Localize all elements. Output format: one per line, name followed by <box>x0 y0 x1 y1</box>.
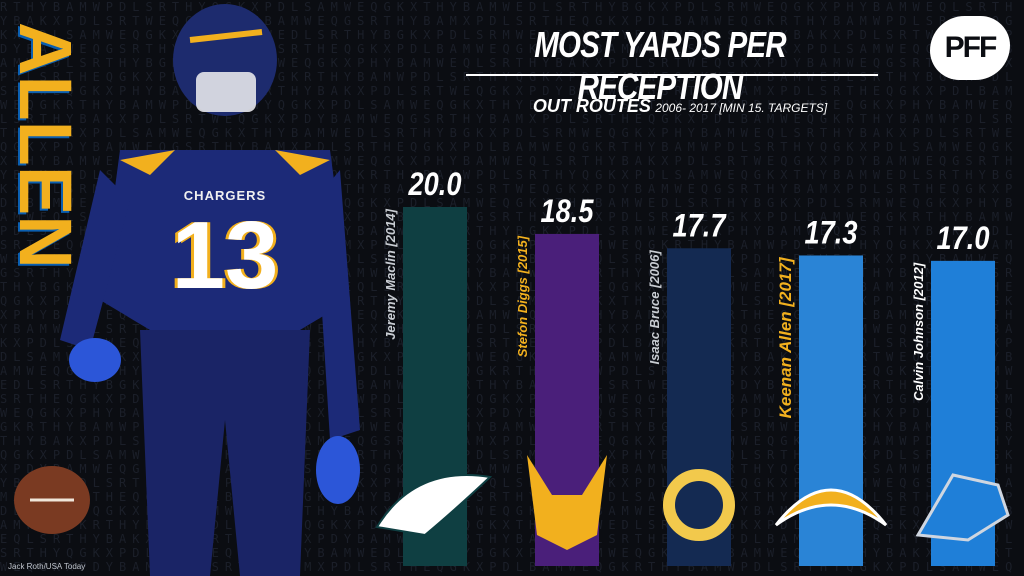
category-label-0: Jeremy Maclin [2014] <box>383 208 398 339</box>
helmet-bolt <box>189 29 263 43</box>
shoulder-bolt-left <box>120 150 175 175</box>
category-label-4: Calvin Johnson [2012] <box>911 262 926 401</box>
value-label-2: 17.7 <box>673 208 727 244</box>
value-label-4: 17.0 <box>937 221 990 257</box>
eagles-logo-icon-shape <box>375 474 493 537</box>
left-arm <box>60 170 130 350</box>
subtitle-detail: 2006- 2017 [MIN 15. TARGETS] <box>655 101 828 115</box>
eagles-logo-icon <box>375 474 493 537</box>
pants-shape <box>140 330 310 576</box>
jersey-number: 13 <box>171 202 279 309</box>
value-label-0: 20.0 <box>408 167 462 203</box>
pff-logo: PFF <box>930 16 1010 80</box>
vikings-logo-icon-shape <box>527 455 607 550</box>
lions-logo-icon-shape <box>915 473 1010 542</box>
rams-logo-icon-shape <box>663 469 735 541</box>
category-label-2: Isaac Bruce [2006] <box>647 250 662 365</box>
photo-credit: Jack Roth/USA Today <box>8 562 86 571</box>
shoulder-bolt-right <box>275 150 330 175</box>
pff-logo-text: PFF <box>944 31 998 64</box>
vikings-logo-icon <box>527 455 607 550</box>
jersey-team-text: CHARGERS <box>183 188 267 203</box>
left-glove <box>69 338 121 382</box>
right-arm <box>315 170 360 440</box>
value-label-1: 18.5 <box>541 194 594 230</box>
chart-title: MOST YARDS PER RECEPTION <box>534 24 786 107</box>
category-label-3: Keenan Allen [2017] <box>776 256 795 418</box>
right-glove <box>316 436 360 504</box>
category-label-1: Stefon Diggs [2015] <box>515 235 530 357</box>
value-label-3: 17.3 <box>805 215 858 251</box>
chart-subtitle: OUT ROUTES 2006- 2017 [MIN 15. TARGETS] <box>470 96 890 117</box>
player-name-text: ALLEN <box>4 22 87 269</box>
facemask <box>196 72 256 112</box>
chargers-logo-icon-shape <box>774 488 888 527</box>
player-name-vertical: ALLEN <box>4 22 87 283</box>
title-underline <box>466 74 878 76</box>
rams-logo-icon <box>663 469 735 541</box>
chargers-logo-icon <box>774 488 888 527</box>
bar-2 <box>667 248 731 566</box>
subtitle-main: OUT ROUTES <box>532 96 651 116</box>
bar-3 <box>799 255 863 566</box>
jersey-shape <box>100 150 350 330</box>
lions-logo-icon <box>915 473 1010 542</box>
